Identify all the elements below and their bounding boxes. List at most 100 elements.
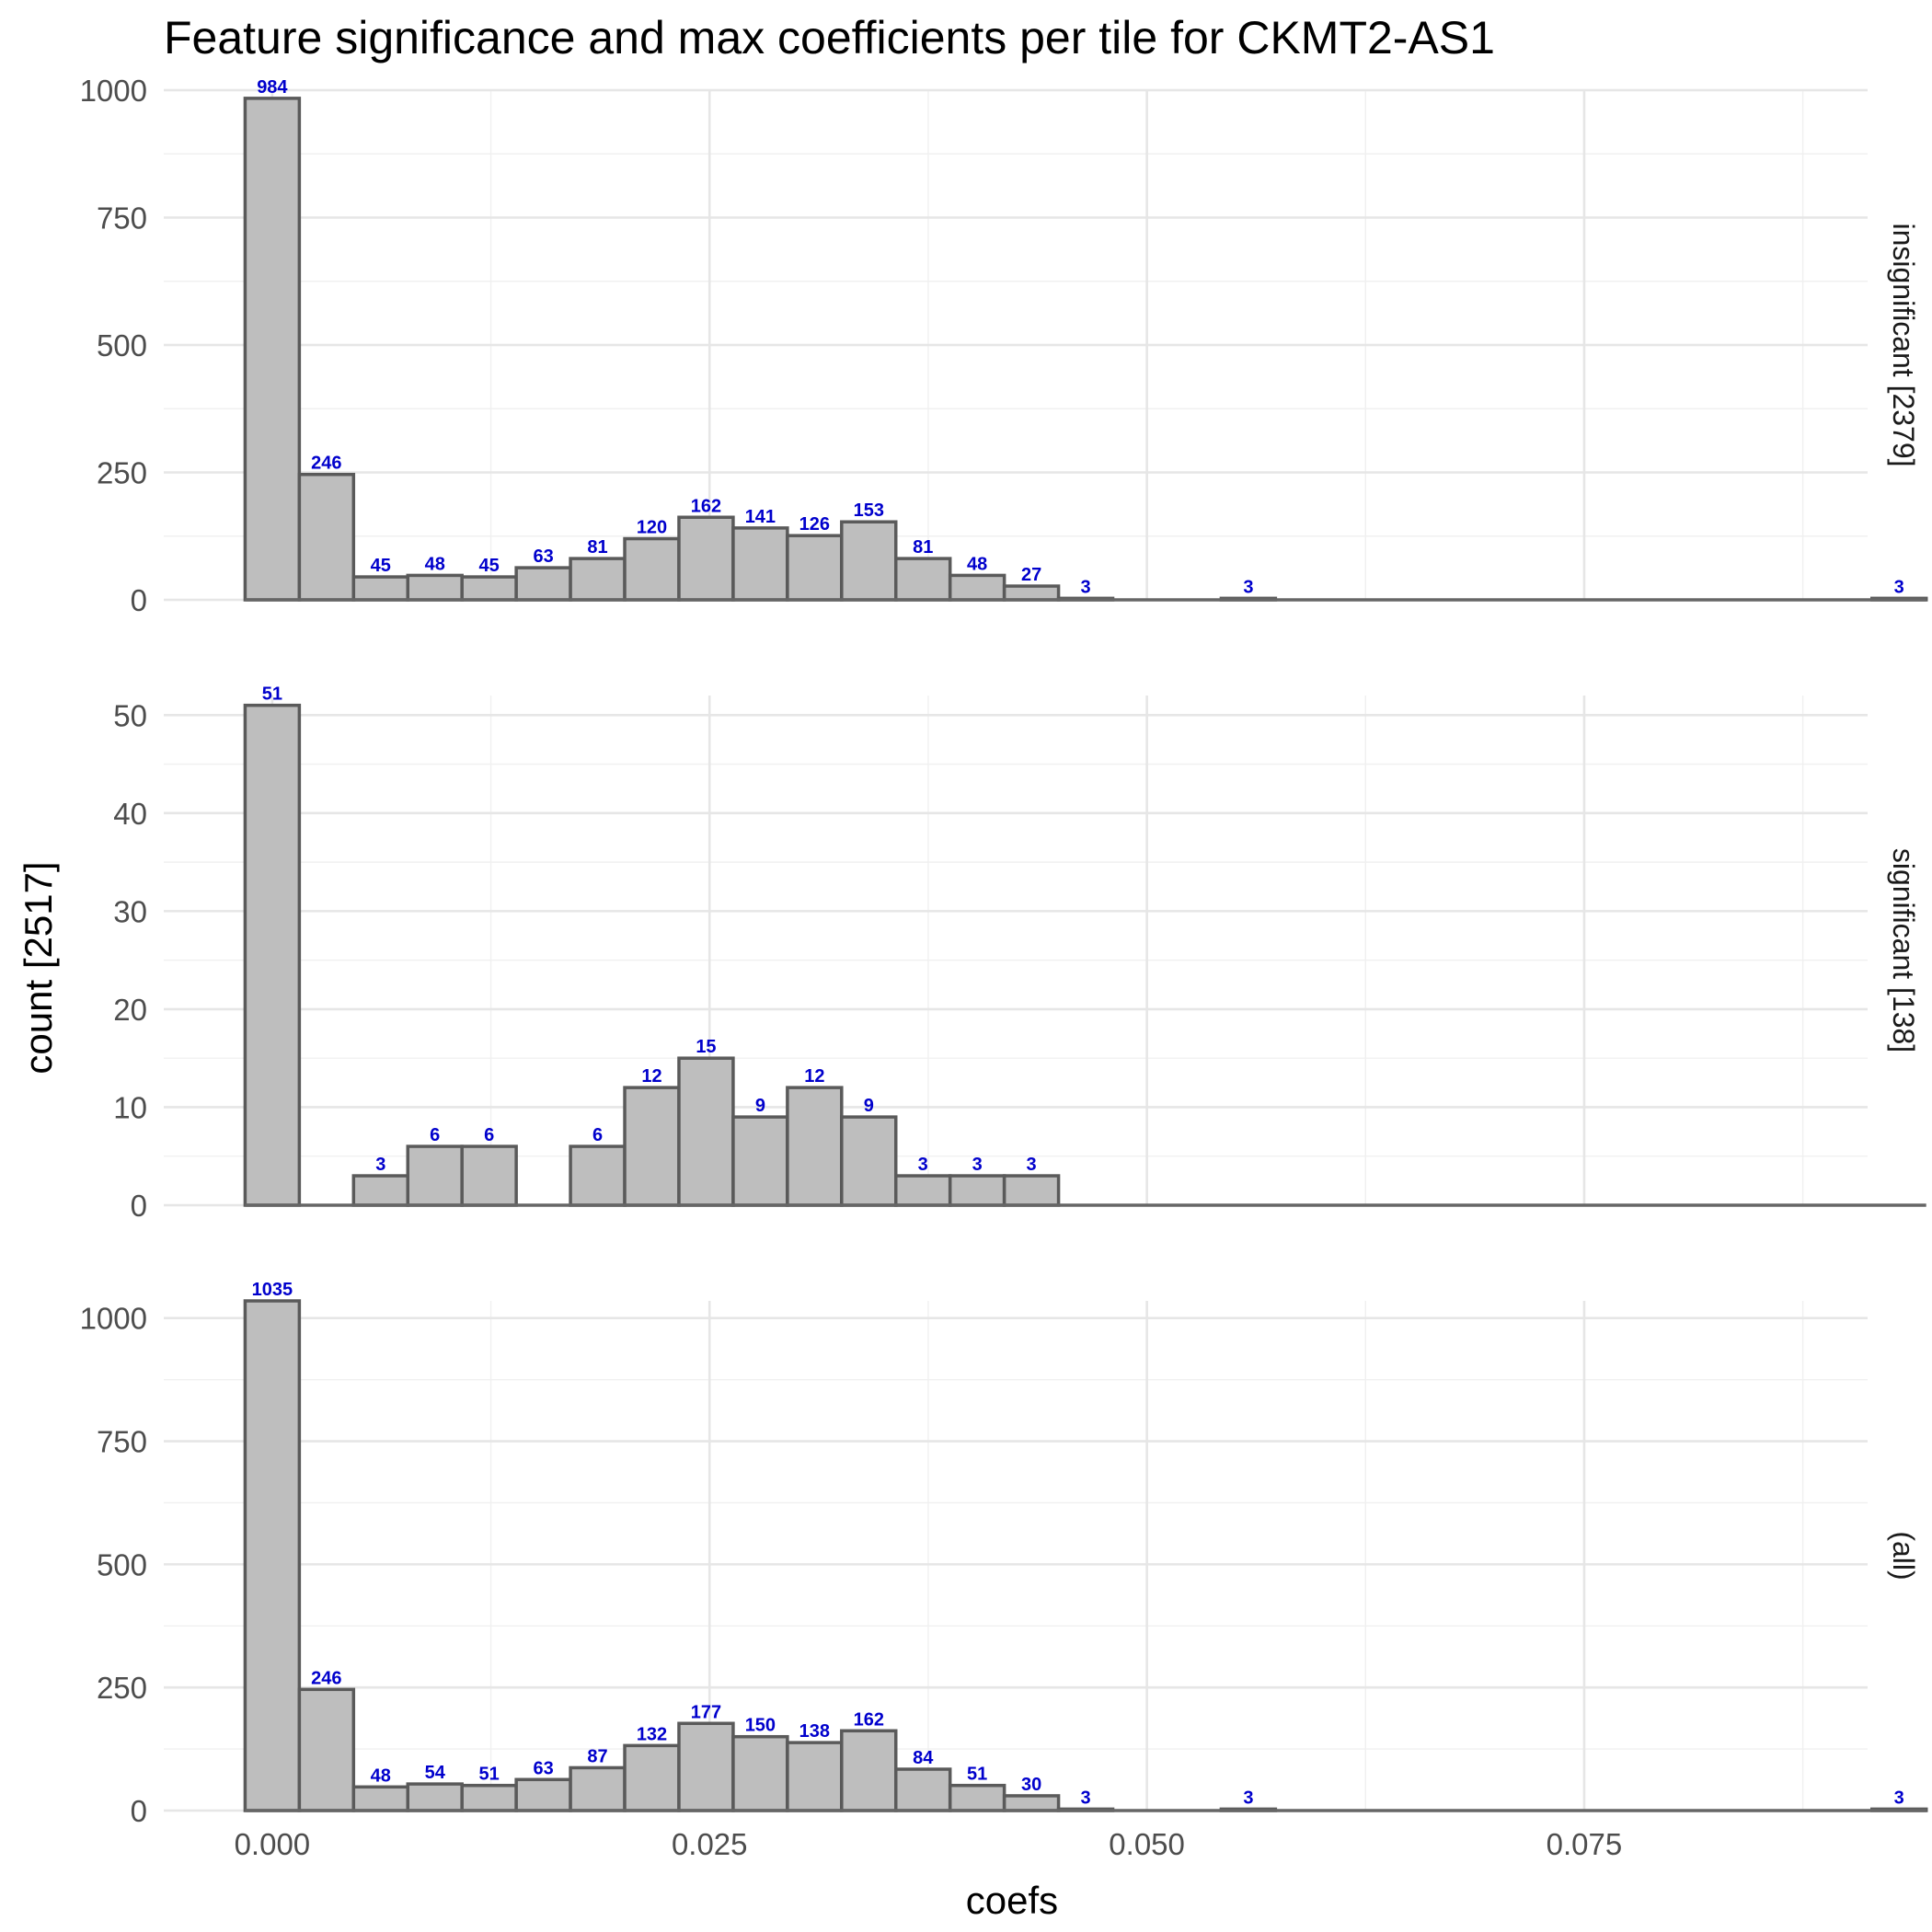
histogram-bar bbox=[948, 1783, 1006, 1812]
histogram-bar bbox=[786, 534, 844, 602]
histogram-bar bbox=[840, 1115, 898, 1207]
bar-count-label: 45 bbox=[479, 556, 500, 576]
y-tick-label: 30 bbox=[113, 894, 147, 928]
bar-count-label: 63 bbox=[533, 546, 553, 567]
facet-strip-label: (all) bbox=[1887, 1531, 1920, 1580]
bar-count-label: 27 bbox=[1021, 565, 1041, 585]
bar-count-label: 162 bbox=[691, 496, 721, 516]
histogram-bar bbox=[514, 1777, 572, 1812]
histogram-bar bbox=[731, 1734, 789, 1812]
x-tick-label: 0.025 bbox=[672, 1827, 748, 1861]
bar-count-label: 1035 bbox=[252, 1280, 293, 1300]
bar-count-label: 51 bbox=[479, 1765, 500, 1785]
bar-count-label: 246 bbox=[311, 454, 341, 474]
facet-panel-0: 0 250 500 750 1000 984 246 45 48 45 63 81 120 162 141 1… bbox=[80, 74, 1928, 617]
histogram-bar bbox=[297, 472, 356, 602]
histogram-bar bbox=[894, 557, 952, 602]
histogram-bar bbox=[243, 1299, 302, 1812]
histogram-bar bbox=[948, 573, 1006, 602]
bar-count-label: 51 bbox=[262, 684, 282, 705]
bar-count-label: 3 bbox=[1080, 1788, 1090, 1808]
facet-panel-2: 0 250 500 750 1000 1035 246 48 54 51 63 87 132 177 150… bbox=[80, 1280, 1928, 1828]
y-tick-label: 0 bbox=[131, 1794, 147, 1828]
bar-count-label: 3 bbox=[1080, 577, 1090, 597]
bar-count-label: 81 bbox=[913, 537, 933, 558]
histogram-bar bbox=[948, 1174, 1006, 1207]
y-tick-label: 500 bbox=[97, 328, 147, 362]
bar-count-label: 6 bbox=[592, 1125, 603, 1145]
chart-title: Feature significance and max coefficient… bbox=[164, 12, 1495, 63]
y-tick-label: 0 bbox=[131, 583, 147, 617]
histogram-bar bbox=[351, 575, 410, 602]
y-axis-title: count [2517] bbox=[17, 861, 60, 1074]
histogram-bar bbox=[1002, 1174, 1061, 1207]
y-tick-label: 50 bbox=[113, 698, 147, 732]
bar-count-label: 3 bbox=[1027, 1155, 1037, 1175]
bar-count-label: 45 bbox=[371, 556, 391, 576]
y-tick-label: 250 bbox=[97, 456, 147, 490]
histogram-bar bbox=[731, 1115, 789, 1207]
bar-count-label: 81 bbox=[587, 537, 607, 558]
histogram-bar bbox=[1002, 584, 1061, 602]
histogram-bar bbox=[569, 1765, 627, 1812]
bar-count-label: 63 bbox=[533, 1758, 553, 1778]
histogram-bar bbox=[623, 536, 681, 602]
bar-count-label: 138 bbox=[799, 1721, 830, 1742]
histogram-bar bbox=[677, 1721, 735, 1812]
histogram-bar bbox=[1002, 1794, 1061, 1812]
y-tick-label: 40 bbox=[113, 797, 147, 831]
y-tick-label: 20 bbox=[113, 993, 147, 1027]
bar-count-label: 3 bbox=[1243, 1788, 1253, 1808]
y-tick-label: 750 bbox=[97, 1425, 147, 1459]
bar-count-label: 3 bbox=[1243, 577, 1253, 597]
histogram-bar bbox=[406, 573, 464, 602]
histogram-bar bbox=[351, 1174, 410, 1207]
histogram-bar bbox=[297, 1687, 356, 1812]
bar-count-label: 51 bbox=[967, 1765, 987, 1785]
bar-count-label: 48 bbox=[425, 554, 445, 574]
bar-count-label: 6 bbox=[430, 1125, 440, 1145]
histogram-bar bbox=[569, 1144, 627, 1207]
histogram-bar bbox=[840, 520, 898, 602]
histogram-bar bbox=[406, 1144, 464, 1207]
bar-count-label: 126 bbox=[799, 514, 830, 535]
bar-count-label: 54 bbox=[425, 1763, 446, 1783]
histogram-bar bbox=[677, 1056, 735, 1207]
bar-count-label: 3 bbox=[375, 1155, 385, 1175]
bar-count-label: 6 bbox=[484, 1125, 494, 1145]
bar-count-label: 153 bbox=[854, 500, 884, 521]
bar-count-label: 30 bbox=[1021, 1775, 1041, 1795]
histogram-bar bbox=[786, 1741, 844, 1812]
y-tick-label: 1000 bbox=[80, 1302, 147, 1336]
bar-count-label: 162 bbox=[854, 1709, 884, 1730]
bar-count-label: 984 bbox=[257, 77, 288, 98]
x-tick-label: 0.050 bbox=[1109, 1827, 1185, 1861]
y-tick-label: 0 bbox=[131, 1189, 147, 1223]
bar-count-label: 132 bbox=[637, 1724, 667, 1744]
y-tick-label: 1000 bbox=[80, 74, 147, 108]
bar-count-label: 3 bbox=[1894, 577, 1904, 597]
histogram-bar bbox=[731, 526, 789, 602]
y-tick-label: 500 bbox=[97, 1547, 147, 1581]
bar-count-label: 48 bbox=[371, 1765, 391, 1786]
x-axis-title: coefs bbox=[966, 1879, 1058, 1922]
histogram-bar bbox=[460, 1144, 518, 1207]
bar-count-label: 3 bbox=[918, 1155, 928, 1175]
histogram-bar bbox=[514, 566, 572, 602]
bar-count-label: 246 bbox=[311, 1668, 341, 1688]
histogram-bar bbox=[786, 1086, 844, 1207]
bar-count-label: 3 bbox=[972, 1155, 983, 1175]
bar-count-label: 15 bbox=[696, 1037, 716, 1057]
bar-count-label: 9 bbox=[864, 1096, 874, 1116]
histogram-bar bbox=[894, 1767, 952, 1812]
histogram-bar bbox=[894, 1174, 952, 1207]
histogram-bar bbox=[840, 1729, 898, 1812]
histogram-bar bbox=[569, 557, 627, 602]
histogram-bar bbox=[460, 575, 518, 602]
y-tick-label: 250 bbox=[97, 1671, 147, 1705]
bar-count-label: 9 bbox=[755, 1096, 765, 1116]
histogram-bar bbox=[623, 1086, 681, 1207]
histogram-bar bbox=[406, 1782, 464, 1812]
bar-count-label: 150 bbox=[745, 1716, 776, 1736]
